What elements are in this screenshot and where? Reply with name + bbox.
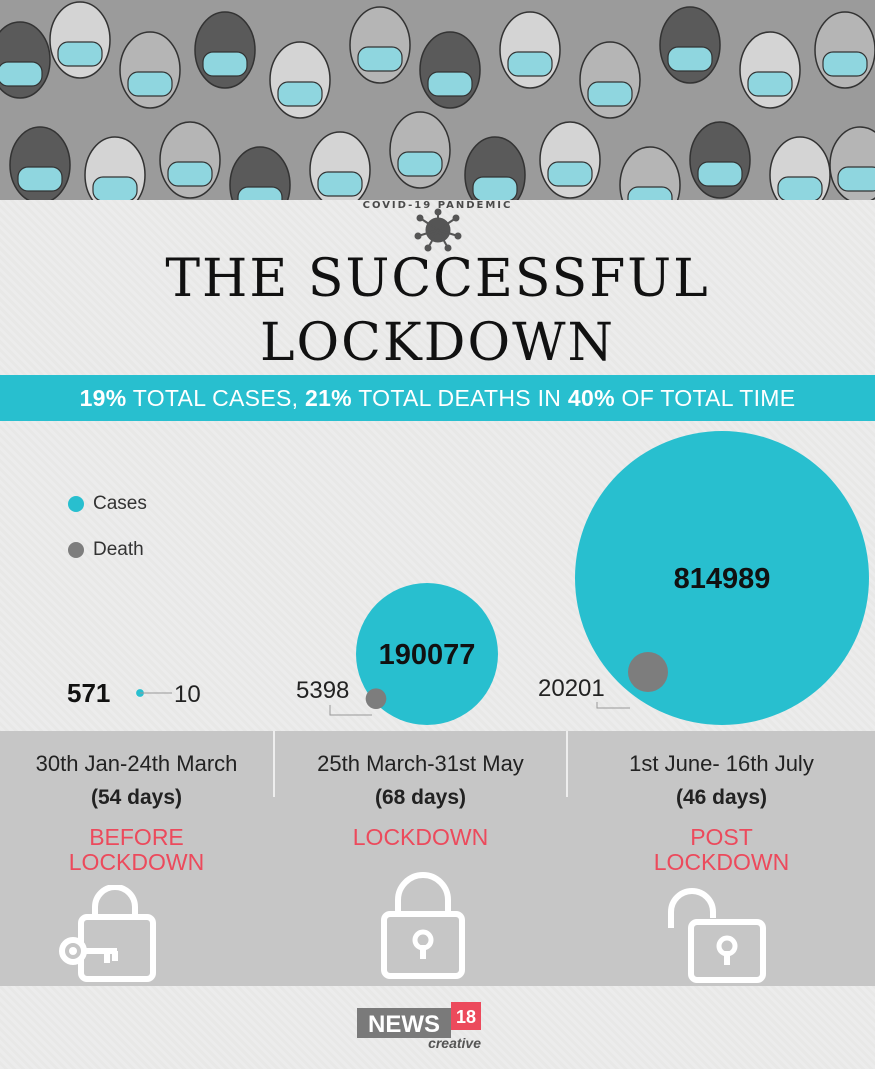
leader-line (329, 705, 372, 716)
time-percent: 40% (567, 385, 615, 411)
face-mask (92, 176, 138, 200)
face-mask (167, 161, 213, 187)
logo-number: 18 (456, 1007, 476, 1027)
face-mask (427, 71, 473, 97)
death-value-label: 10 (174, 681, 201, 708)
face-mask (587, 81, 633, 107)
periods-panel (0, 731, 875, 986)
phase-line2: LOCKDOWN (68, 849, 205, 875)
face-mask (397, 151, 443, 177)
legend-label-cases: Cases (93, 493, 147, 514)
leader-line (596, 702, 630, 709)
face-mask (822, 51, 868, 77)
death-bubble (628, 652, 668, 692)
page-title-line1: THE SUCCESSFUL (165, 249, 710, 309)
phase-line1: BEFORE (89, 824, 184, 850)
period-phase: LOCKDOWN (275, 825, 566, 850)
face (159, 121, 221, 199)
cases-value-label: 571 (67, 678, 110, 708)
face-mask (837, 166, 875, 192)
cases-value-label: 190077 (379, 639, 476, 671)
period-days: (54 days) (90, 786, 183, 809)
logo-sub: creative (428, 1035, 481, 1051)
column-divider (566, 731, 568, 797)
time-text: OF TOTAL TIME (614, 385, 796, 411)
virus-icon (414, 208, 462, 252)
face-mask (472, 176, 518, 200)
face-mask (202, 51, 248, 77)
phase-line1: POST (690, 824, 753, 850)
face-mask (237, 186, 283, 200)
phase-line2: LOCKDOWN (653, 849, 790, 875)
legend-swatch-death (68, 542, 84, 558)
period-phase: BEFORE LOCKDOWN (0, 825, 273, 875)
period-range: 1st June- 16th July (629, 751, 814, 776)
deaths-percent: 21% (304, 385, 352, 411)
face-mask (627, 186, 673, 200)
cases-value-label: 814989 (674, 563, 771, 595)
open-padlock-icon (668, 888, 766, 983)
face (229, 146, 291, 200)
face (689, 121, 751, 199)
period-column-before: 30th Jan-24th March (54 days) BEFORE LOC… (0, 731, 273, 986)
masked-crowd-illustration (0, 0, 875, 200)
page-title-line2: LOCKDOWN (259, 313, 616, 373)
legend-item-death: Death (68, 539, 144, 561)
legend-item-cases: Cases (68, 493, 147, 515)
face-mask (747, 71, 793, 97)
face-mask (507, 51, 553, 77)
face-mask (697, 161, 743, 187)
period-range: 25th March-31st May (317, 751, 524, 776)
period-days: (46 days) (675, 786, 768, 809)
face-mask (277, 81, 323, 107)
period-range: 30th Jan-24th March (35, 751, 238, 776)
closed-padlock-icon (381, 872, 465, 979)
face-mask (547, 161, 593, 187)
padlock-key-icon (59, 885, 156, 982)
period-column-lockdown: 25th March-31st May (68 days) LOCKDOWN (275, 731, 566, 986)
death-bubble (365, 688, 387, 709)
legend-label-death: Death (93, 539, 144, 560)
deaths-text: TOTAL DEATHS IN (351, 385, 568, 411)
face-mask (127, 71, 173, 97)
face-mask (777, 176, 823, 200)
face (539, 121, 601, 199)
bubble-chart: 571 10 190077 5398 814989 20201 (67, 431, 869, 725)
face-mask (667, 46, 713, 72)
logo-brand: NEWS (368, 1011, 440, 1038)
cases-bubble (575, 431, 869, 725)
cases-text: TOTAL CASES, (126, 385, 305, 411)
face (619, 146, 681, 200)
cases-percent: 19% (79, 385, 127, 411)
pandemic-kicker: COVID-19 PANDEMIC (362, 200, 513, 211)
face-mask (317, 171, 363, 197)
period-days: (68 days) (374, 786, 467, 809)
face-mask (57, 41, 103, 67)
cases-bubble (356, 583, 498, 725)
face (389, 111, 451, 189)
face-mask (17, 166, 63, 192)
death-value-label: 20201 (538, 675, 605, 702)
period-column-post: 1st June- 16th July (46 days) POST LOCKD… (568, 731, 875, 986)
summary-banner: 19% TOTAL CASES, 21% TOTAL DEATHS IN 40%… (0, 375, 875, 421)
period-phase: POST LOCKDOWN (568, 825, 875, 875)
death-value-label: 5398 (296, 677, 349, 704)
column-divider (273, 731, 275, 797)
face-mask (0, 61, 43, 87)
phase-line1: LOCKDOWN (352, 824, 489, 850)
news18-creative-logo: NEWS 18 creative (357, 1002, 481, 1051)
face-mask (357, 46, 403, 72)
legend-swatch-cases (68, 496, 84, 512)
